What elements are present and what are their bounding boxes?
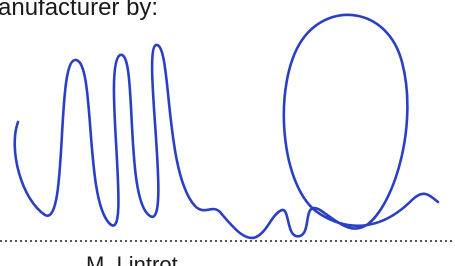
signatory-name: M. Lintrot	[86, 252, 178, 266]
signature-area	[0, 0, 455, 266]
signature	[15, 15, 438, 238]
document-page: anufacturer by: M. Lintrot	[0, 0, 455, 266]
